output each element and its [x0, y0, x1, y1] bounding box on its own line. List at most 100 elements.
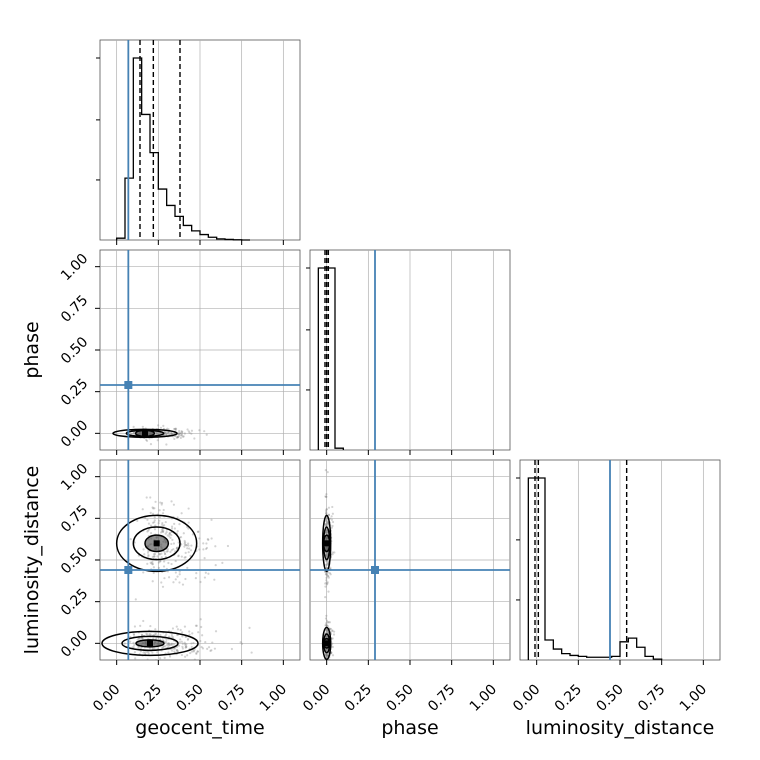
x-tick-label: 0.00 — [90, 682, 123, 715]
density-peak — [323, 640, 330, 647]
sample-point — [180, 432, 183, 435]
sample-point — [325, 653, 328, 656]
contour-level — [321, 626, 332, 660]
sample-point — [211, 641, 214, 644]
sample-point — [331, 553, 334, 556]
sample-point — [167, 642, 170, 646]
sample-point — [198, 537, 201, 540]
x-tick-label: 0.50 — [593, 682, 626, 715]
sample-point — [190, 544, 193, 547]
sample-point — [221, 561, 224, 564]
sample-point — [183, 542, 186, 545]
sample-point — [326, 654, 329, 657]
sample-point — [177, 435, 180, 438]
y-axis-label-luminosity-distance: luminosity_distance — [21, 466, 43, 655]
sample-point — [169, 536, 172, 540]
sample-point — [184, 577, 187, 581]
contour-level — [121, 635, 179, 652]
sample-point — [326, 531, 329, 535]
sample-point — [163, 577, 166, 580]
sample-point — [209, 649, 212, 653]
sample-point — [192, 649, 195, 652]
sample-point — [182, 435, 185, 438]
sample-point — [172, 643, 175, 646]
sample-point — [324, 596, 327, 599]
sample-point — [172, 542, 176, 545]
sample-point — [197, 631, 200, 634]
sample-point — [207, 646, 211, 649]
x-axis-label-phase: phase — [381, 717, 438, 739]
sample-point — [190, 650, 194, 653]
sample-point — [328, 658, 331, 660]
x-tick-label: 0.00 — [510, 682, 543, 715]
sample-point — [187, 507, 190, 510]
sample-point — [149, 524, 153, 527]
sample-point — [132, 646, 135, 649]
sample-point — [200, 625, 203, 629]
sample-point — [160, 503, 163, 506]
sample-point — [186, 654, 189, 657]
sample-point — [327, 574, 330, 578]
sample-point — [145, 438, 148, 441]
sample-point — [163, 552, 167, 555]
sample-point — [160, 528, 163, 531]
sample-point — [133, 625, 137, 628]
sample-point — [191, 533, 195, 536]
sample-point — [332, 630, 336, 633]
sample-point — [170, 431, 173, 435]
sample-point — [180, 434, 183, 437]
sample-point — [165, 443, 168, 446]
sample-point — [325, 512, 328, 515]
sample-point — [177, 644, 181, 647]
sample-point — [179, 628, 182, 632]
sample-point — [154, 500, 157, 503]
sample-point — [331, 524, 334, 528]
sample-point — [168, 533, 171, 536]
sample-point — [188, 547, 191, 550]
sample-point — [184, 555, 187, 559]
sample-point — [165, 432, 168, 435]
sample-point — [324, 582, 327, 585]
sample-point — [162, 529, 165, 532]
sample-point — [200, 645, 203, 649]
sample-point — [324, 532, 327, 535]
sample-point — [170, 500, 173, 503]
sample-point — [161, 530, 164, 533]
sample-point — [325, 523, 328, 526]
sample-point — [326, 654, 329, 657]
sample-point — [159, 559, 162, 563]
sample-point — [123, 642, 126, 645]
sample-point — [207, 538, 210, 541]
sample-point — [147, 555, 150, 558]
sample-point — [180, 640, 183, 643]
sample-point — [325, 563, 329, 566]
sample-point — [165, 550, 168, 553]
sample-point — [149, 633, 152, 636]
sample-point — [158, 516, 161, 519]
sample-point — [331, 551, 334, 554]
sample-point — [149, 443, 153, 446]
sample-point — [327, 506, 331, 509]
sample-point — [174, 578, 177, 581]
sample-point — [207, 572, 210, 575]
sample-point — [139, 647, 142, 650]
sample-point — [163, 550, 166, 553]
y-tick-label: 0.50 — [58, 544, 91, 577]
x-tick-label: 0.75 — [215, 682, 248, 715]
joint-marks — [112, 424, 208, 446]
sample-point — [162, 508, 165, 512]
sample-point — [192, 641, 195, 645]
sample-point — [175, 436, 178, 439]
sample-point — [136, 519, 139, 522]
sample-point — [203, 557, 206, 560]
sample-point — [181, 435, 185, 438]
sample-point — [180, 431, 184, 434]
sample-point — [325, 579, 328, 582]
sample-point — [152, 566, 155, 569]
sample-point — [162, 646, 165, 649]
sample-point — [168, 643, 171, 646]
sample-point — [325, 619, 329, 622]
sample-point — [195, 651, 198, 655]
sample-point — [134, 598, 137, 601]
sample-point — [170, 542, 173, 546]
